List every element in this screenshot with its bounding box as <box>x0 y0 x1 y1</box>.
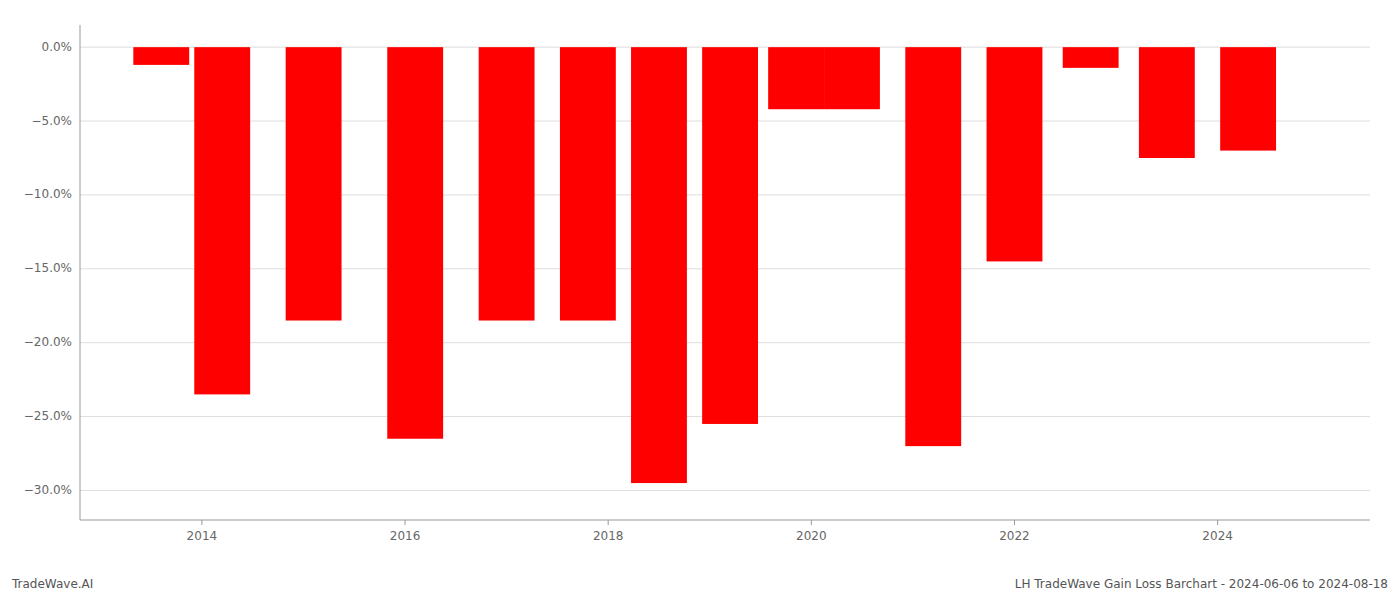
y-grid <box>80 47 1370 490</box>
x-tick-label: 2020 <box>796 529 827 543</box>
y-tick-label: 0.0% <box>42 40 73 54</box>
bar <box>631 47 687 483</box>
bar <box>479 47 535 320</box>
x-axis-line <box>80 520 1370 521</box>
bar <box>194 47 250 394</box>
grid-line <box>80 490 1370 491</box>
bar <box>133 47 189 65</box>
y-tick-label: −20.0% <box>24 335 72 349</box>
x-tick <box>1217 520 1218 525</box>
y-tick-label: −30.0% <box>24 483 72 497</box>
y-tick-label: −5.0% <box>31 114 72 128</box>
y-tick-label: −25.0% <box>24 409 72 423</box>
bar <box>1063 47 1119 68</box>
x-tick-label: 2018 <box>593 529 624 543</box>
x-tick <box>201 520 202 525</box>
bar <box>1220 47 1276 150</box>
x-tick-label: 2016 <box>390 529 421 543</box>
bars <box>133 47 1276 483</box>
bar <box>905 47 961 446</box>
x-tick <box>811 520 812 525</box>
bar <box>824 47 880 109</box>
x-tick <box>1014 520 1015 525</box>
bar <box>387 47 443 439</box>
footnote: LH TradeWave Gain Loss Barchart - 2024-0… <box>1015 577 1388 591</box>
bar <box>1139 47 1195 158</box>
bar <box>560 47 616 320</box>
chart-svg: 0.0% −5.0% −10.0% −15.0% −20.0% −25.0% −30.0% 2… <box>0 0 1400 600</box>
footnote: TradeWave.AI <box>11 577 93 591</box>
chart-container: 0.0% −5.0% −10.0% −15.0% −20.0% −25.0% −30.0% 2… <box>0 0 1400 600</box>
x-tick <box>608 520 609 525</box>
x-tick-label: 2022 <box>999 529 1030 543</box>
x-tick-label: 2014 <box>187 529 218 543</box>
x-tick <box>405 520 406 525</box>
y-axis-line <box>80 25 81 520</box>
x-tick-label: 2024 <box>1202 529 1233 543</box>
y-tick-label: −15.0% <box>24 261 72 275</box>
bar <box>702 47 758 424</box>
bar <box>768 47 824 109</box>
bar <box>286 47 342 320</box>
bar <box>987 47 1043 261</box>
y-tick-label: −10.0% <box>24 187 72 201</box>
axes: 0.0% −5.0% −10.0% −15.0% −20.0% −25.0% −30.0% 2… <box>24 25 1370 543</box>
